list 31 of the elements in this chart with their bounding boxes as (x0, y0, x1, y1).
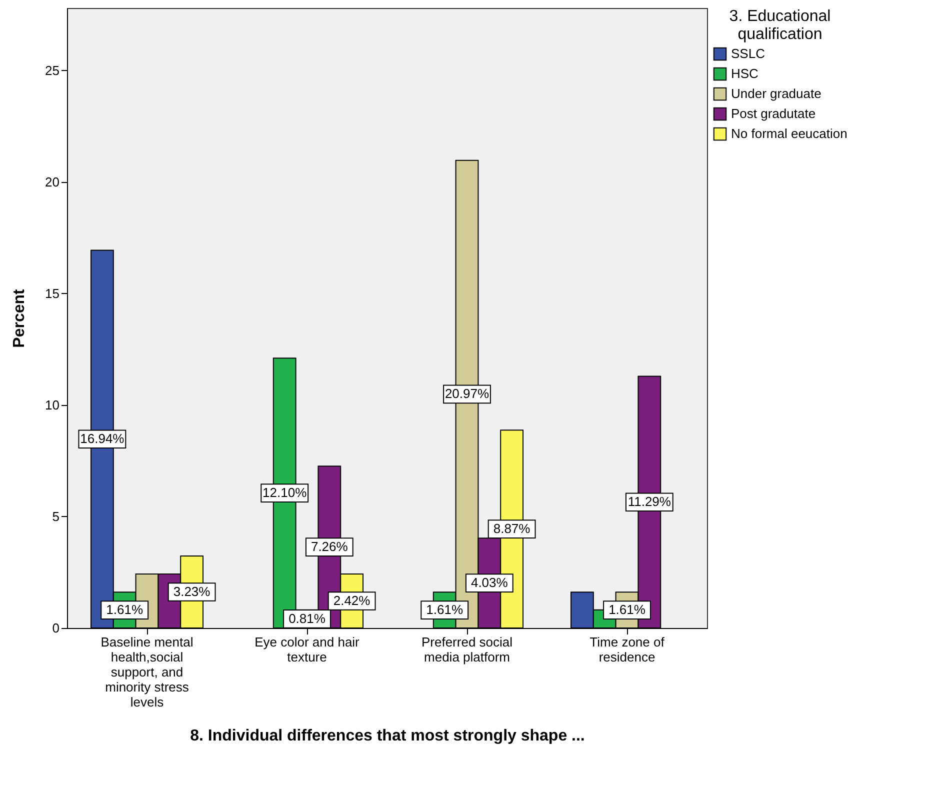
data-label: 12.10% (262, 485, 308, 500)
x-tick-label: Preferred social media platform (421, 634, 513, 664)
y-tick-label: 5 (52, 508, 60, 524)
legend-label: Under graduate (731, 86, 822, 101)
data-label: 7.26% (310, 539, 348, 554)
y-tick-label: 25 (45, 62, 60, 78)
y-tick-label: 20 (45, 174, 60, 190)
legend-label: Post gradutate (731, 106, 816, 121)
legend-label: HSC (731, 66, 758, 81)
data-label: 1.61% (426, 602, 464, 618)
legend-label: SSLC (731, 46, 765, 61)
data-label: 20.97% (444, 386, 490, 402)
legend-label: No formal eeucation (731, 126, 848, 141)
data-label: 8.87% (493, 521, 531, 536)
y-tick-label: 15 (45, 286, 60, 301)
data-label: 2.42% (333, 593, 371, 608)
x-tick-label: Time zone of residence (590, 634, 665, 664)
x-axis-title: 8. Individual differences that most strongly shape ... (190, 728, 585, 744)
y-axis-title: Percent (11, 288, 28, 348)
x-tick-label: Baseline mental health,social support, and minority stress levels (100, 634, 194, 710)
data-label: 16.94% (80, 431, 125, 446)
data-label: 11.29% (628, 494, 672, 510)
data-label: 3.23% (173, 584, 211, 599)
data-label: 1.61% (608, 602, 646, 618)
legend-title: 3. Educational qualification (729, 8, 831, 43)
data-label: 0.81% (288, 610, 326, 626)
x-tick-label: Eye color and hair texture (254, 634, 360, 664)
data-label: 1.61% (106, 602, 144, 618)
y-tick-label: 0 (52, 620, 60, 636)
y-tick-label: 10 (45, 397, 60, 412)
data-label: 4.03% (470, 575, 508, 590)
